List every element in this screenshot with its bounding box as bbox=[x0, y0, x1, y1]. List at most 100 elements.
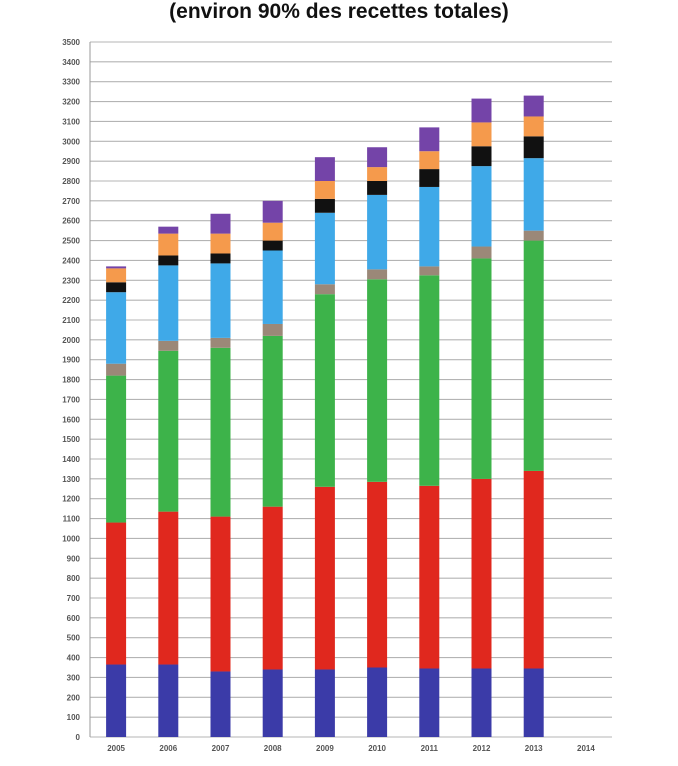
y-tick-label: 2900 bbox=[62, 157, 80, 166]
bar-segment-2011-s1 bbox=[419, 668, 440, 737]
x-tick-label: 2014 bbox=[577, 744, 595, 753]
bar-segment-2010-s3 bbox=[367, 279, 388, 482]
bar-segment-2008-s3 bbox=[262, 335, 283, 507]
bar-segment-2010-s5 bbox=[367, 194, 388, 270]
bar-segment-2013-s4 bbox=[523, 230, 544, 241]
bars-layer bbox=[106, 95, 544, 737]
bar-segment-2012-s7 bbox=[471, 122, 492, 147]
x-tick-label: 2012 bbox=[473, 744, 491, 753]
bar-segment-2011-s6 bbox=[419, 169, 440, 187]
bar-segment-2011-s5 bbox=[419, 186, 440, 267]
bar-segment-2005-s7 bbox=[106, 268, 127, 283]
bar-segment-2011-s3 bbox=[419, 275, 440, 486]
bar-segment-2013-s2 bbox=[523, 470, 544, 669]
bar-segment-2006-s6 bbox=[158, 255, 179, 266]
bar-segment-2007-s7 bbox=[210, 233, 231, 254]
y-tick-label: 3200 bbox=[62, 98, 80, 107]
bar-segment-2005-s4 bbox=[106, 363, 127, 376]
bar-segment-2006-s5 bbox=[158, 265, 179, 341]
bar-segment-2012-s1 bbox=[471, 668, 492, 737]
y-tick-label: 200 bbox=[67, 693, 81, 702]
bar-segment-2013-s8 bbox=[523, 95, 544, 117]
bar-segment-2008-s7 bbox=[262, 222, 283, 241]
y-tick-label: 2400 bbox=[62, 256, 80, 265]
y-tick-label: 300 bbox=[67, 673, 81, 682]
bar-segment-2005-s2 bbox=[106, 522, 127, 665]
y-tick-label: 2700 bbox=[62, 197, 80, 206]
y-tick-label: 1900 bbox=[62, 356, 80, 365]
bar-segment-2009-s6 bbox=[314, 198, 335, 213]
bar-segment-2013-s6 bbox=[523, 136, 544, 159]
y-tick-label: 700 bbox=[67, 594, 81, 603]
y-tick-label: 2800 bbox=[62, 177, 80, 186]
bar-segment-2005-s6 bbox=[106, 282, 127, 293]
x-tick-label: 2013 bbox=[525, 744, 543, 753]
y-tick-label: 3000 bbox=[62, 137, 80, 146]
bar-segment-2007-s6 bbox=[210, 253, 231, 264]
bar-segment-2013-s5 bbox=[523, 158, 544, 231]
bar-segment-2009-s4 bbox=[314, 284, 335, 295]
bar-segment-2007-s1 bbox=[210, 671, 231, 737]
x-tick-label: 2009 bbox=[316, 744, 334, 753]
bar-segment-2009-s3 bbox=[314, 294, 335, 487]
bar-segment-2005-s3 bbox=[106, 375, 127, 523]
bar-segment-2010-s1 bbox=[367, 667, 388, 737]
x-tick-label: 2008 bbox=[264, 744, 282, 753]
bar-segment-2006-s4 bbox=[158, 340, 179, 351]
y-tick-label: 1800 bbox=[62, 376, 80, 385]
chart-title: (environ 90% des recettes totales) bbox=[169, 0, 509, 23]
y-tick-label: 1700 bbox=[62, 395, 80, 404]
bar-segment-2009-s5 bbox=[314, 212, 335, 285]
y-tick-label: 1600 bbox=[62, 415, 80, 424]
bar-segment-2012-s3 bbox=[471, 258, 492, 479]
bar-segment-2011-s7 bbox=[419, 151, 440, 170]
x-tick-labels: 2005 2006 2007 2008 2009 2010 2011 2012 2013 2014 bbox=[107, 744, 595, 753]
y-tick-label: 2500 bbox=[62, 237, 80, 246]
bar-segment-2007-s3 bbox=[210, 347, 231, 517]
y-tick-label: 1400 bbox=[62, 455, 80, 464]
bar-segment-2006-s2 bbox=[158, 511, 179, 665]
y-tick-label: 2600 bbox=[62, 217, 80, 226]
bar-segment-2012-s2 bbox=[471, 478, 492, 669]
bar-segment-2008-s2 bbox=[262, 506, 283, 670]
bar-segment-2006-s7 bbox=[158, 233, 179, 256]
bar-segment-2007-s2 bbox=[210, 516, 231, 672]
bar-segment-2012-s8 bbox=[471, 98, 492, 123]
y-tick-label: 1500 bbox=[62, 435, 80, 444]
bar-segment-2006-s8 bbox=[158, 226, 179, 234]
bar-segment-2009-s2 bbox=[314, 486, 335, 670]
bar-segment-2005-s1 bbox=[106, 664, 127, 737]
bar-segment-2008-s1 bbox=[262, 669, 283, 737]
bar-segment-2008-s5 bbox=[262, 250, 283, 324]
y-tick-label: 3100 bbox=[62, 117, 80, 126]
bar-segment-2009-s8 bbox=[314, 157, 335, 181]
y-tick-label: 500 bbox=[67, 634, 81, 643]
bar-segment-2007-s5 bbox=[210, 263, 231, 338]
y-tick-label: 800 bbox=[67, 574, 81, 583]
bar-segment-2005-s8 bbox=[106, 266, 127, 269]
y-tick-label: 3500 bbox=[62, 38, 80, 47]
bar-segment-2009-s1 bbox=[314, 669, 335, 737]
bar-segment-2013-s3 bbox=[523, 240, 544, 471]
y-tick-label: 0 bbox=[76, 733, 81, 742]
y-tick-label: 1200 bbox=[62, 495, 80, 504]
y-tick-label: 2300 bbox=[62, 276, 80, 285]
y-tick-label: 3300 bbox=[62, 78, 80, 87]
bar-segment-2006-s1 bbox=[158, 664, 179, 737]
y-tick-label: 100 bbox=[67, 713, 81, 722]
y-tick-label: 2200 bbox=[62, 296, 80, 305]
x-tick-label: 2010 bbox=[368, 744, 386, 753]
bar-segment-2012-s6 bbox=[471, 146, 492, 167]
y-tick-label: 1300 bbox=[62, 475, 80, 484]
bar-segment-2007-s8 bbox=[210, 213, 231, 234]
y-tick-label: 1100 bbox=[63, 515, 81, 524]
bar-segment-2010-s8 bbox=[367, 147, 388, 168]
x-tick-label: 2011 bbox=[421, 744, 439, 753]
bar-segment-2008-s4 bbox=[262, 323, 283, 336]
bar-segment-2007-s4 bbox=[210, 337, 231, 348]
y-tick-label: 3400 bbox=[62, 58, 80, 67]
y-tick-labels: 0 100 200 300 400 500 600 700 800 900 1000 1100 1200… bbox=[62, 38, 80, 742]
y-tick-label: 2100 bbox=[62, 316, 80, 325]
